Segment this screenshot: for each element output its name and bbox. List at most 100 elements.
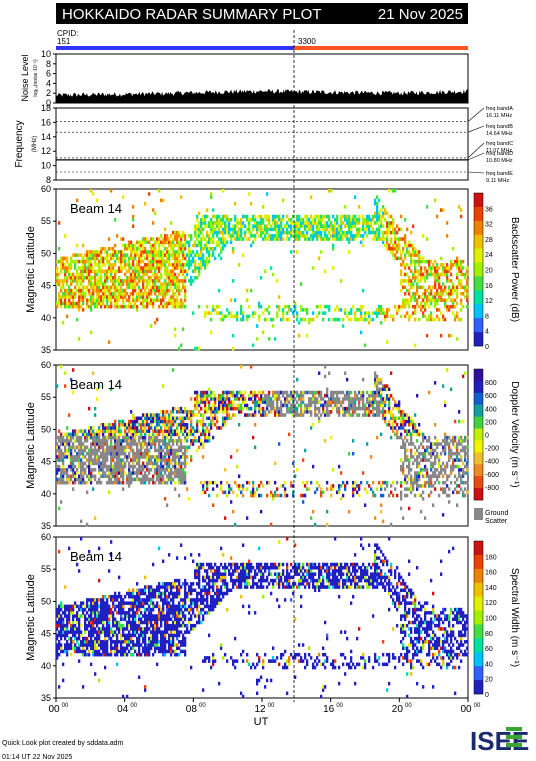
width-echo-cell (74, 633, 77, 638)
velocity-echo-cell (454, 458, 457, 462)
velocity-echo-cell (60, 442, 63, 446)
velocity-echo-cell (202, 393, 205, 398)
power-echo-cell (386, 340, 389, 344)
power-echo-cell (430, 266, 433, 270)
power-echo-cell (304, 308, 307, 312)
power-echo-cell (422, 272, 425, 277)
power-colorbar-segment (474, 332, 483, 347)
power-echo-cell (134, 250, 137, 254)
power-echo-cell (82, 279, 85, 283)
velocity-echo-cell (230, 390, 233, 395)
power-echo-cell (148, 292, 151, 296)
power-echo-cell (222, 246, 225, 251)
power-echo-cell (364, 230, 367, 235)
power-echo-cell (90, 295, 93, 299)
velocity-echo-cell (114, 445, 117, 450)
width-echo-cell (64, 607, 67, 612)
power-echo-cell (290, 250, 293, 254)
velocity-echo-cell (224, 400, 227, 404)
power-echo-cell (360, 314, 363, 319)
velocity-echo-cell (432, 464, 435, 469)
power-echo-cell (376, 227, 379, 232)
power-echo-cell (324, 230, 327, 235)
velocity-echo-cell (58, 451, 61, 456)
velocity-echo-cell (176, 410, 179, 414)
velocity-echo-cell (314, 522, 317, 527)
power-echo-cell (90, 259, 93, 264)
power-echo-cell (358, 317, 361, 322)
power-echo-cell (268, 227, 271, 232)
velocity-echo-cell (84, 461, 87, 466)
power-echo-cell (132, 272, 135, 277)
power-echo-cell (142, 253, 145, 257)
power-echo-cell (388, 230, 391, 235)
power-echo-cell (352, 304, 355, 309)
power-echo-cell (178, 234, 181, 238)
power-echo-cell (144, 292, 147, 296)
power-echo-cell (188, 243, 191, 248)
velocity-echo-cell (190, 439, 193, 443)
velocity-colorbar-tick-label: -200 (485, 446, 499, 453)
power-echo-cell (452, 282, 455, 286)
power-echo-cell (66, 288, 69, 293)
velocity-echo-cell (86, 522, 89, 527)
velocity-echo-cell (338, 464, 341, 469)
velocity-echo-cell (72, 429, 75, 433)
power-echo-cell (462, 266, 465, 270)
power-echo-cell (326, 214, 329, 219)
velocity-echo-cell (356, 490, 359, 495)
power-echo-cell (438, 285, 441, 290)
power-echo-cell (80, 275, 83, 280)
velocity-echo-cell (402, 461, 405, 466)
velocity-echo-cell (300, 403, 303, 408)
velocity-echo-cell (444, 432, 447, 437)
velocity-echo-cell (102, 455, 105, 459)
power-echo-cell (276, 214, 279, 219)
power-echo-cell (226, 224, 229, 228)
velocity-echo-cell (288, 410, 291, 414)
velocity-echo-cell (154, 435, 157, 440)
power-echo-cell (100, 275, 103, 280)
velocity-echo-cell (298, 393, 301, 398)
power-echo-cell (118, 279, 121, 283)
power-echo-cell (196, 214, 199, 219)
power-echo-cell (276, 230, 279, 235)
power-echo-cell (242, 224, 245, 228)
power-echo-cell (90, 253, 93, 257)
power-echo-cell (436, 272, 439, 277)
velocity-echo-cell (182, 480, 185, 485)
power-echo-cell (362, 217, 365, 222)
velocity-echo-cell (452, 435, 455, 440)
power-echo-cell (166, 259, 169, 264)
velocity-echo-cell (280, 413, 283, 417)
velocity-echo-cell (322, 406, 325, 411)
velocity-echo-cell (280, 406, 283, 411)
velocity-echo-cell (106, 429, 109, 433)
velocity-echo-cell (212, 480, 215, 485)
power-echo-cell (320, 304, 323, 309)
power-echo-cell (172, 298, 175, 302)
power-echo-cell (376, 201, 379, 206)
velocity-echo-cell (86, 432, 89, 437)
width-echo-cell (64, 633, 67, 638)
width-echo-cell (58, 630, 61, 634)
velocity-echo-cell (148, 477, 151, 482)
velocity-echo-cell (458, 410, 461, 414)
velocity-echo-cell (410, 432, 413, 437)
power-echo-cell (378, 198, 381, 203)
velocity-echo-cell (122, 464, 125, 469)
velocity-echo-cell (96, 458, 99, 462)
power-echo-cell (90, 269, 93, 274)
power-echo-cell (308, 224, 311, 228)
velocity-echo-cell (82, 480, 85, 485)
velocity-echo-cell (402, 413, 405, 417)
velocity-echo-cell (164, 445, 167, 450)
velocity-echo-cell (344, 393, 347, 398)
power-echo-cell (268, 311, 271, 315)
velocity-echo-cell (150, 458, 153, 462)
power-echo-cell (134, 272, 137, 277)
power-echo-cell (230, 240, 233, 245)
power-echo-cell (222, 214, 225, 219)
power-echo-cell (418, 269, 421, 274)
velocity-echo-cell (138, 471, 141, 475)
